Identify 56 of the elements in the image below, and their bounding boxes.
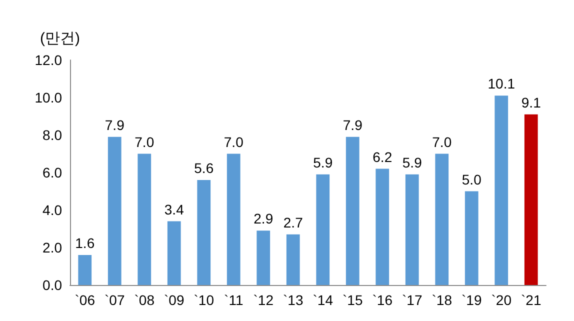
data-label: 7.0 — [224, 134, 244, 150]
bar — [435, 154, 449, 285]
x-tick-label: `16 — [372, 292, 393, 308]
y-tick-label: 8.0 — [42, 127, 62, 143]
bar — [376, 168, 390, 285]
x-tick-label: `14 — [312, 292, 334, 308]
bar — [108, 136, 122, 285]
bar — [464, 191, 478, 285]
bar — [494, 96, 508, 285]
data-label: 5.9 — [313, 154, 333, 170]
y-tick-label: 0.0 — [42, 277, 62, 293]
x-tick-label: `17 — [402, 292, 422, 308]
y-tick-label: 4.0 — [42, 202, 62, 218]
y-tick-label: 6.0 — [42, 164, 62, 180]
y-tick-label: 12.0 — [34, 52, 62, 68]
bar — [524, 114, 538, 285]
bar — [316, 174, 330, 285]
data-label: 9.1 — [521, 94, 542, 110]
x-tick-label: `07 — [104, 292, 125, 308]
bar — [78, 255, 92, 285]
x-tick-label: `10 — [194, 292, 214, 308]
bar — [286, 234, 300, 285]
x-tick-label: `18 — [432, 292, 452, 308]
bar — [167, 221, 181, 285]
data-label: 10.1 — [488, 76, 516, 92]
bar — [346, 136, 360, 285]
bar — [197, 180, 211, 285]
x-tick-label: `21 — [521, 292, 542, 308]
x-tick-label: `12 — [253, 292, 274, 308]
x-tick-label: `09 — [164, 292, 184, 308]
data-label: 7.0 — [134, 134, 154, 150]
bar — [405, 174, 419, 285]
bar — [256, 230, 270, 285]
y-tick-label: 10.0 — [34, 90, 62, 106]
x-tick-label: `13 — [283, 292, 304, 308]
data-label: 2.9 — [254, 210, 274, 227]
data-label: 7.0 — [432, 134, 452, 150]
x-tick-label: `06 — [74, 292, 96, 308]
y-tick-label: 2.0 — [42, 240, 62, 256]
data-label: 5.0 — [462, 171, 482, 188]
x-tick-label: `15 — [342, 292, 363, 308]
x-tick-label: `11 — [224, 292, 244, 308]
data-label: 3.4 — [164, 201, 184, 218]
y-axis-title: (만건) — [40, 30, 80, 47]
data-label: 5.6 — [194, 160, 214, 176]
x-tick-label: `08 — [134, 292, 155, 308]
data-label: 7.9 — [104, 116, 125, 133]
data-label: 2.7 — [283, 214, 304, 230]
bar — [138, 154, 152, 285]
x-tick-label: `19 — [462, 292, 482, 308]
data-label: 6.2 — [372, 148, 392, 165]
data-label: 5.9 — [402, 154, 422, 170]
x-tick-label: `20 — [491, 292, 512, 308]
data-label: 7.9 — [342, 116, 363, 133]
bar — [226, 154, 240, 285]
data-label: 1.6 — [75, 235, 95, 251]
